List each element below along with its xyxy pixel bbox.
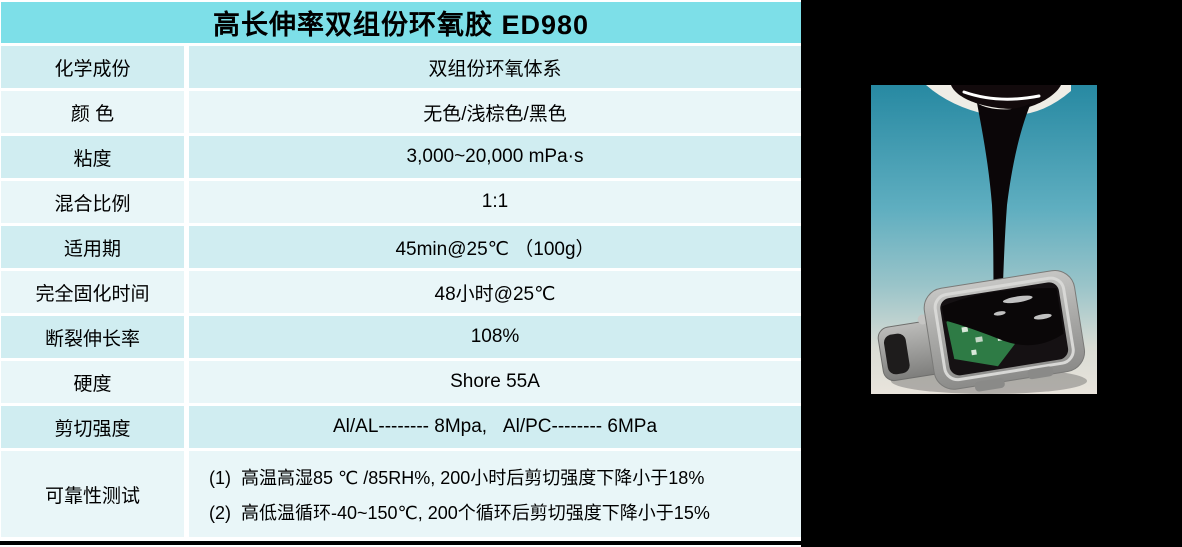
row-value: 双组份环氧体系 xyxy=(189,46,801,88)
row-value: Shore 55A xyxy=(189,361,801,403)
table-row: 硬度 Shore 55A xyxy=(1,361,801,403)
epoxy-pool xyxy=(941,288,1064,346)
table-row: 颜 色 无色/浅棕色/黑色 xyxy=(1,91,801,133)
connector-opening xyxy=(883,333,910,375)
table-row: 粘度 3,000~20,000 mPa·s xyxy=(1,136,801,178)
row-value: 无色/浅棕色/黑色 xyxy=(189,91,801,133)
row-value: 48小时@25℃ xyxy=(189,271,801,313)
table-row: 断裂伸长率 108% xyxy=(1,316,801,358)
cup-rim-highlight xyxy=(962,90,1041,101)
row-label: 断裂伸长率 xyxy=(1,316,184,358)
row-value: 1:1 xyxy=(189,181,801,223)
table-row: 完全固化时间 48小时@25℃ xyxy=(1,271,801,313)
row-value: 45min@25℃ （100g） xyxy=(189,226,801,268)
table-row: 化学成份 双组份环氧体系 xyxy=(1,46,801,88)
row-value: 108% xyxy=(189,316,801,358)
pour-stream xyxy=(977,103,1031,315)
row-value: Al/AL-------- 8Mpa, Al/PC-------- 6MPa xyxy=(189,406,801,448)
row-label: 混合比例 xyxy=(1,181,184,223)
row-label: 适用期 xyxy=(1,226,184,268)
reliability-line-1: (1) 高温高湿85 ℃ /85RH%, 200小时后剪切强度下降小于18% xyxy=(209,467,705,488)
row-label: 化学成份 xyxy=(1,46,184,88)
row-label: 可靠性测试 xyxy=(1,451,184,537)
row-label: 剪切强度 xyxy=(1,406,184,448)
table-row: 混合比例 1:1 xyxy=(1,181,801,223)
epoxy-highlights xyxy=(993,295,1052,320)
box-foot-right xyxy=(1027,366,1054,380)
row-value: (1) 高温高湿85 ℃ /85RH%, 200小时后剪切强度下降小于18% (… xyxy=(189,451,801,537)
photo-panel xyxy=(801,0,1182,547)
row-value: 3,000~20,000 mPa·s xyxy=(189,136,801,178)
table-row-reliability: 可靠性测试 (1) 高温高湿85 ℃ /85RH%, 200小时后剪切强度下降小… xyxy=(1,451,801,537)
epoxy-potting-photo xyxy=(871,85,1097,394)
row-label: 完全固化时间 xyxy=(1,271,184,313)
table-title: 高长伸率双组份环氧胶 ED980 xyxy=(1,2,801,43)
box-foot-left xyxy=(974,378,1005,392)
row-label: 硬度 xyxy=(1,361,184,403)
reliability-line-2: (2) 高低温循环-40~150℃, 200个循环后剪切强度下降小于15% xyxy=(209,502,710,523)
spec-table: 高长伸率双组份环氧胶 ED980 化学成份 双组份环氧体系 颜 色 无色/浅棕色… xyxy=(1,2,801,537)
row-label: 颜 色 xyxy=(1,91,184,133)
table-row: 剪切强度 Al/AL-------- 8Mpa, Al/PC-------- 6… xyxy=(1,406,801,448)
table-row: 适用期 45min@25℃ （100g） xyxy=(1,226,801,268)
box-rim xyxy=(933,276,1075,382)
row-label: 粘度 xyxy=(1,136,184,178)
bottom-rule xyxy=(0,541,802,545)
enclosure-group xyxy=(877,269,1086,392)
cup-mouth xyxy=(951,85,1061,109)
